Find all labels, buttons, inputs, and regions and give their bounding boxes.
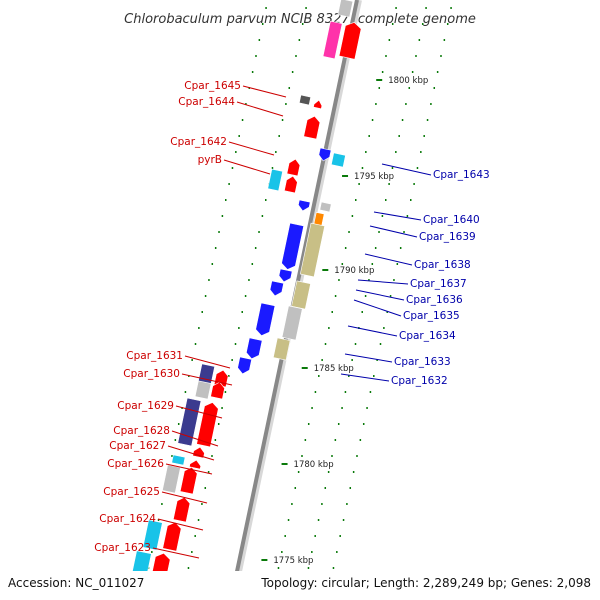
gene-arrow bbox=[210, 381, 225, 400]
leader-line bbox=[181, 373, 233, 386]
gene-labels: Cpar_1645 Cpar_1644 Cpar_1642 pyrB Cpar_1631… bbox=[94, 80, 489, 554]
genome-summary-text: Topology: circular; Length: 2,289,249 bp… bbox=[260, 576, 591, 590]
leader-line bbox=[228, 141, 275, 156]
gene-arrow bbox=[313, 99, 323, 110]
gene-arrow bbox=[269, 280, 284, 297]
gene-arrow bbox=[303, 115, 321, 140]
accession-text: Accession: NC_011027 bbox=[8, 576, 144, 590]
leader-line bbox=[223, 159, 271, 175]
gene-label-left: Cpar_1630 bbox=[123, 368, 180, 380]
gene-arrow bbox=[192, 446, 205, 459]
map-title: Chlorobaculum parvum NCIB 8327, complete… bbox=[124, 12, 476, 27]
gene-arrow bbox=[283, 175, 298, 194]
gene-arrow bbox=[281, 305, 303, 341]
gene-label-right: Cpar_1638 bbox=[414, 259, 471, 271]
leader-line bbox=[165, 463, 213, 475]
gene-label-right: Cpar_1639 bbox=[419, 231, 476, 243]
gene-arrow bbox=[338, 22, 362, 60]
position-tick-label: 1775 kbp bbox=[273, 556, 313, 566]
gene-features bbox=[122, 0, 362, 600]
leader-line bbox=[167, 445, 215, 461]
gene-arrow bbox=[267, 168, 283, 192]
gene-arrow bbox=[255, 302, 276, 337]
gene-label-left: Cpar_1642 bbox=[170, 136, 227, 148]
leader-line bbox=[340, 373, 390, 382]
gene-label-left: Cpar_1624 bbox=[99, 513, 156, 525]
gene-label-left: Cpar_1645 bbox=[184, 80, 241, 92]
gene-label-right: Cpar_1636 bbox=[406, 294, 463, 306]
gene-arrow bbox=[322, 20, 343, 60]
position-tick-label: 1795 kbp bbox=[354, 172, 394, 182]
position-tick-label: 1800 kbp bbox=[388, 76, 428, 86]
leader-line bbox=[171, 430, 219, 447]
label-leaders bbox=[152, 85, 432, 559]
gene-label-right: Cpar_1640 bbox=[423, 214, 480, 226]
gene-label-right: Cpar_1632 bbox=[391, 375, 448, 387]
leader-line bbox=[242, 85, 287, 98]
leader-line bbox=[355, 289, 405, 301]
gene-arrow bbox=[319, 201, 332, 213]
gene-arrow bbox=[298, 199, 311, 212]
gene-label-right: Cpar_1634 bbox=[399, 330, 456, 342]
footer-background bbox=[0, 571, 600, 600]
gene-label-left: pyrB bbox=[198, 154, 222, 166]
gene-arrow bbox=[272, 337, 291, 361]
gene-label-right: Cpar_1635 bbox=[403, 310, 460, 322]
leader-line bbox=[381, 163, 432, 176]
leader-line bbox=[357, 279, 409, 285]
gene-arrow bbox=[237, 356, 253, 375]
gene-arrow bbox=[213, 369, 229, 388]
gene-arrow bbox=[172, 496, 191, 523]
gene-label-left: Cpar_1629 bbox=[117, 400, 174, 412]
leader-line bbox=[373, 211, 422, 221]
gene-label-left: Cpar_1627 bbox=[109, 440, 166, 452]
position-tick-label: 1790 kbp bbox=[334, 266, 374, 276]
gene-arrow bbox=[330, 152, 346, 168]
leader-line bbox=[161, 491, 208, 504]
gene-arrow bbox=[196, 402, 219, 448]
gene-arrow bbox=[278, 268, 293, 283]
gene-arrow bbox=[177, 397, 202, 447]
leader-line bbox=[184, 355, 231, 369]
leader-line bbox=[152, 547, 200, 559]
gene-arrow bbox=[171, 454, 186, 466]
gene-label-left: Cpar_1625 bbox=[103, 486, 160, 498]
leader-line bbox=[175, 405, 223, 419]
tick-marks: 1800 kbp 1795 kbp 1790 kbp 1785 kbp 1780 kbp… bbox=[144, 7, 452, 585]
gene-arrow bbox=[318, 147, 332, 162]
gene-arrow bbox=[142, 519, 163, 551]
leader-line bbox=[236, 101, 284, 117]
leader-line bbox=[347, 325, 398, 337]
gene-label-left: Cpar_1631 bbox=[126, 350, 183, 362]
position-tick-label: 1785 kbp bbox=[314, 364, 354, 374]
gene-label-right: Cpar_1643 bbox=[433, 169, 490, 181]
gene-arrow bbox=[298, 94, 312, 106]
gene-label-left: Cpar_1644 bbox=[178, 96, 235, 108]
leader-line bbox=[344, 353, 393, 363]
gene-label-right: Cpar_1637 bbox=[410, 278, 467, 290]
leader-line bbox=[353, 299, 402, 317]
gene-arrow bbox=[194, 380, 212, 400]
gene-arrow bbox=[281, 222, 305, 270]
gene-arrow bbox=[162, 464, 181, 494]
leader-line bbox=[364, 253, 413, 266]
gene-label-left: Cpar_1626 bbox=[107, 458, 164, 470]
gene-arrow bbox=[286, 158, 301, 177]
gene-label-left: Cpar_1628 bbox=[113, 425, 170, 437]
gene-arrow bbox=[162, 521, 182, 552]
gene-arrow bbox=[291, 280, 311, 310]
position-tick-label: 1780 kbp bbox=[294, 460, 334, 470]
gene-label-right: Cpar_1633 bbox=[394, 356, 451, 368]
gene-arrow bbox=[337, 0, 354, 18]
gene-arrow bbox=[189, 459, 202, 470]
leader-line bbox=[157, 518, 204, 531]
leader-line bbox=[369, 225, 418, 238]
gene-arrow bbox=[299, 222, 326, 278]
gene-label-left: Cpar_1623 bbox=[94, 542, 151, 554]
gene-arrow bbox=[245, 337, 263, 360]
